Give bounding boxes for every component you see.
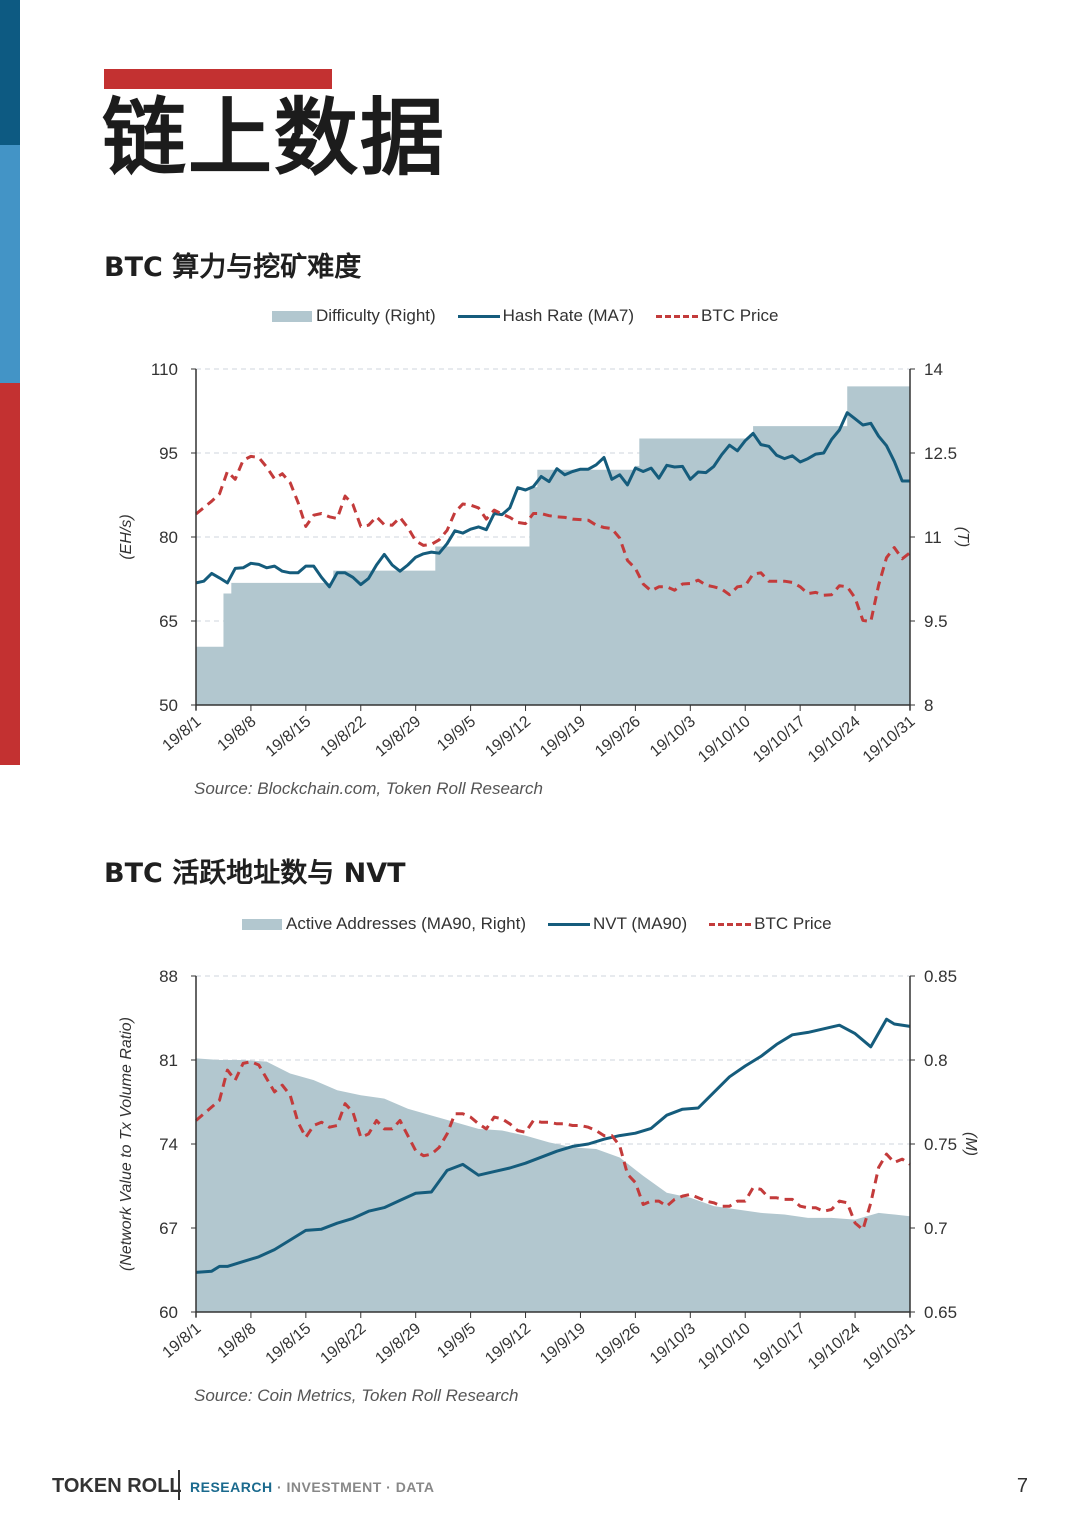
svg-text:19/9/5: 19/9/5 <box>434 1320 479 1362</box>
svg-text:(Network Value to Tx Volume Ra: (Network Value to Tx Volume Ratio) <box>118 1017 135 1271</box>
active-addresses-nvt-chart: 60 67 74 81 88 0.65 0.7 0.75 0.8 0.85 19/8/1 19/8/8… <box>118 967 979 1373</box>
legend-item-price: BTC Price <box>655 306 778 326</box>
svg-text:19/10/24: 19/10/24 <box>805 1320 864 1373</box>
svg-text:19/8/22: 19/8/22 <box>318 1320 370 1367</box>
svg-text:19/9/12: 19/9/12 <box>482 1320 534 1367</box>
svg-text:88: 88 <box>159 967 178 986</box>
title-accent-bar <box>104 69 332 89</box>
dashed-line-swatch-icon <box>655 314 698 318</box>
svg-text:95: 95 <box>159 444 178 463</box>
svg-text:19/10/31: 19/10/31 <box>860 1320 919 1373</box>
legend-item-active-addresses: Active Addresses (MA90, Right) <box>242 914 526 934</box>
svg-text:110: 110 <box>151 360 178 379</box>
legend-item-hashrate: Hash Rate (MA7) <box>457 306 634 326</box>
svg-text:74: 74 <box>159 1135 178 1154</box>
chart2-legend: Active Addresses (MA90, Right) NVT (MA90… <box>242 914 854 934</box>
svg-text:19/10/3: 19/10/3 <box>647 1320 699 1367</box>
svg-text:19/10/17: 19/10/17 <box>750 1320 809 1373</box>
svg-text:19/9/19: 19/9/19 <box>537 1320 589 1367</box>
legend-item-difficulty: Difficulty (Right) <box>272 306 436 326</box>
svg-text:0.8: 0.8 <box>924 1051 948 1070</box>
svg-text:(T): (T) <box>954 527 971 547</box>
footer-tagline: RESEARCH · INVESTMENT · DATA <box>190 1479 435 1495</box>
svg-text:67: 67 <box>159 1219 178 1238</box>
svg-text:0.85: 0.85 <box>924 967 957 986</box>
svg-text:19/8/1: 19/8/1 <box>160 1320 205 1362</box>
sidebar-band-red <box>0 383 20 765</box>
area-swatch-icon <box>272 310 312 322</box>
section-title-nvt: BTC 活跃地址数与 NVT <box>104 858 406 889</box>
svg-text:11: 11 <box>924 528 942 547</box>
svg-text:0.75: 0.75 <box>924 1135 957 1154</box>
page-title: 链上数据 <box>102 89 447 187</box>
svg-text:0.7: 0.7 <box>924 1219 948 1238</box>
sidebar-band-dark-blue <box>0 0 20 145</box>
svg-text:60: 60 <box>159 1303 178 1322</box>
svg-text:19/9/26: 19/9/26 <box>592 1320 644 1367</box>
svg-text:8: 8 <box>924 696 933 715</box>
svg-text:(M): (M) <box>962 1132 979 1156</box>
line-swatch-icon <box>547 922 590 926</box>
chart1-source: Source: Blockchain.com, Token Roll Resea… <box>194 779 543 798</box>
svg-text:19/8/8: 19/8/8 <box>214 1320 259 1362</box>
svg-text:80: 80 <box>159 528 178 547</box>
svg-text:(EH/s): (EH/s) <box>118 514 135 559</box>
svg-text:14: 14 <box>924 360 943 379</box>
legend-item-price: BTC Price <box>709 914 832 934</box>
svg-text:19/10/10: 19/10/10 <box>695 1320 754 1373</box>
line-swatch-icon <box>457 314 500 318</box>
svg-text:19/8/15: 19/8/15 <box>263 1320 315 1367</box>
chart1-legend: Difficulty (Right) Hash Rate (MA7) BTC P… <box>272 306 800 326</box>
legend-item-nvt: NVT (MA90) <box>547 914 687 934</box>
svg-text:9.5: 9.5 <box>924 612 948 631</box>
sidebar-band-light-blue <box>0 145 20 383</box>
svg-text:50: 50 <box>159 696 178 715</box>
footer-divider <box>178 1470 180 1500</box>
dashed-line-swatch-icon <box>709 922 752 926</box>
section-title-hashrate: BTC 算力与挖矿难度 <box>104 252 362 283</box>
svg-text:19/8/29: 19/8/29 <box>372 1320 424 1367</box>
svg-text:0.65: 0.65 <box>924 1303 957 1322</box>
svg-text:12.5: 12.5 <box>924 444 957 463</box>
page-number: 7 <box>1016 1475 1028 1497</box>
chart2-source: Source: Coin Metrics, Token Roll Researc… <box>194 1386 519 1405</box>
svg-text:81: 81 <box>159 1051 178 1070</box>
area-swatch-icon <box>242 918 282 930</box>
svg-text:65: 65 <box>159 612 178 631</box>
footer-brand: TOKEN ROLL <box>52 1475 182 1497</box>
